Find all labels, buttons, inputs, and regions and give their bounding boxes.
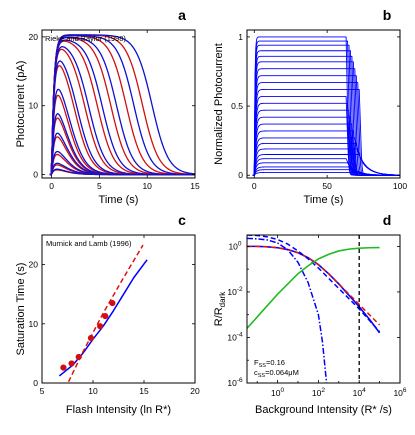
trace-b-22 bbox=[252, 166, 400, 176]
trace-a-5 bbox=[49, 36, 195, 176]
trace-b-11 bbox=[252, 102, 400, 176]
data-point-c-3 bbox=[87, 334, 95, 342]
trace-a-23 bbox=[49, 168, 195, 176]
trace-b-7 bbox=[252, 75, 400, 176]
xlabel-b: Time (s) bbox=[304, 194, 344, 206]
data-point-c-6 bbox=[109, 299, 116, 307]
trace-a-4 bbox=[49, 37, 195, 176]
trace-b-18 bbox=[252, 148, 401, 176]
ytick-label-a-0: 0 bbox=[33, 170, 38, 180]
trace-b-14 bbox=[252, 123, 400, 176]
trace-b-4 bbox=[252, 55, 400, 176]
trace-b-6 bbox=[252, 68, 400, 176]
xtick-label-c-0: 5 bbox=[40, 386, 45, 396]
trace-b-12 bbox=[252, 109, 400, 176]
axes-frame-b bbox=[246, 29, 401, 179]
xlabel-d: Background Intensity (R* /s) bbox=[255, 404, 392, 416]
ytick-label-c-1: 10 bbox=[29, 319, 39, 329]
annotation-d-1: cSS=0.064μM bbox=[254, 368, 299, 379]
trace-b-19 bbox=[252, 154, 401, 176]
xtick-label-c-3: 20 bbox=[190, 386, 200, 396]
trace-a-2 bbox=[49, 35, 195, 176]
curve-d-1 bbox=[247, 245, 381, 326]
trace-b-10 bbox=[252, 95, 400, 176]
axes-frame-d bbox=[246, 234, 401, 384]
trace-b-24 bbox=[252, 171, 400, 176]
xtick-label-d-3: 106 bbox=[393, 387, 406, 398]
panel-label-c: c bbox=[178, 212, 186, 228]
ytick-label-b-0: 0 bbox=[238, 170, 243, 180]
ytick-label-d-1: 10-4 bbox=[227, 331, 243, 342]
ylabel-b: Normalized Photocurrent bbox=[213, 43, 225, 165]
axes-frame-a bbox=[41, 29, 196, 179]
xtick-label-c-1: 10 bbox=[88, 386, 98, 396]
ytick-label-d-3: 100 bbox=[228, 240, 241, 251]
panel-label-a: a bbox=[178, 7, 186, 23]
data-point-c-4 bbox=[97, 323, 104, 330]
data-point-c-1 bbox=[68, 360, 75, 367]
ytick-label-b-1: 0.5 bbox=[231, 101, 243, 111]
curve-d-4 bbox=[247, 246, 380, 329]
trace-a-12 bbox=[49, 94, 195, 176]
data-point-c-0 bbox=[60, 364, 67, 371]
curve-d-2 bbox=[247, 235, 381, 333]
trace-a-1 bbox=[49, 34, 196, 176]
curve-d-0 bbox=[247, 245, 381, 334]
xtick-label-d-1: 102 bbox=[312, 387, 325, 398]
panel-label-b: b bbox=[383, 7, 392, 23]
xtick-label-a-2: 10 bbox=[142, 181, 152, 191]
xlabel-a: Time (s) bbox=[99, 194, 139, 206]
ytick-label-a-2: 20 bbox=[29, 32, 39, 42]
trace-b-3 bbox=[252, 50, 400, 176]
ytick-label-c-2: 20 bbox=[29, 260, 39, 270]
panel-label-d: d bbox=[383, 212, 392, 228]
data-point-c-5 bbox=[102, 313, 109, 320]
annotation-a: Rieke and Baylor (1998) bbox=[45, 34, 126, 43]
xtick-label-d-0: 100 bbox=[271, 387, 284, 398]
annotation-c: Murnick and Lamb (1996) bbox=[46, 239, 132, 248]
data-point-c-2 bbox=[75, 353, 82, 361]
xtick-label-d-2: 104 bbox=[353, 387, 366, 398]
fit-dashed-c bbox=[67, 244, 144, 383]
xtick-label-a-3: 15 bbox=[190, 181, 200, 191]
xtick-label-a-0: 0 bbox=[49, 181, 54, 191]
xtick-label-c-2: 15 bbox=[139, 386, 149, 396]
ytick-label-b-2: 1 bbox=[238, 32, 243, 42]
ylabel-d: R/Rdark bbox=[213, 291, 227, 327]
ytick-label-d-2: 10-2 bbox=[227, 286, 243, 297]
xtick-label-b-2: 100 bbox=[393, 181, 407, 191]
ylabel-a: Photocurrent (pA) bbox=[15, 61, 27, 148]
ylabel-c: Saturation Time (s) bbox=[15, 263, 27, 356]
trace-b-17 bbox=[252, 142, 401, 176]
trace-a-0 bbox=[49, 34, 196, 176]
ytick-label-a-1: 10 bbox=[29, 101, 39, 111]
trace-a-3 bbox=[49, 34, 195, 176]
curve-d-3 bbox=[247, 237, 328, 383]
axes-frame-c bbox=[41, 234, 196, 384]
xlabel-c: Flash Intensity (ln R*) bbox=[66, 404, 171, 416]
trace-b-1 bbox=[252, 40, 400, 176]
annotation-d-0: FSS=0.16 bbox=[254, 358, 285, 369]
xtick-label-b-1: 50 bbox=[322, 181, 332, 191]
xtick-label-a-1: 5 bbox=[97, 181, 102, 191]
ytick-label-c-0: 0 bbox=[33, 378, 38, 388]
xtick-label-b-0: 0 bbox=[252, 181, 257, 191]
ytick-label-d-0: 10-6 bbox=[227, 377, 243, 388]
